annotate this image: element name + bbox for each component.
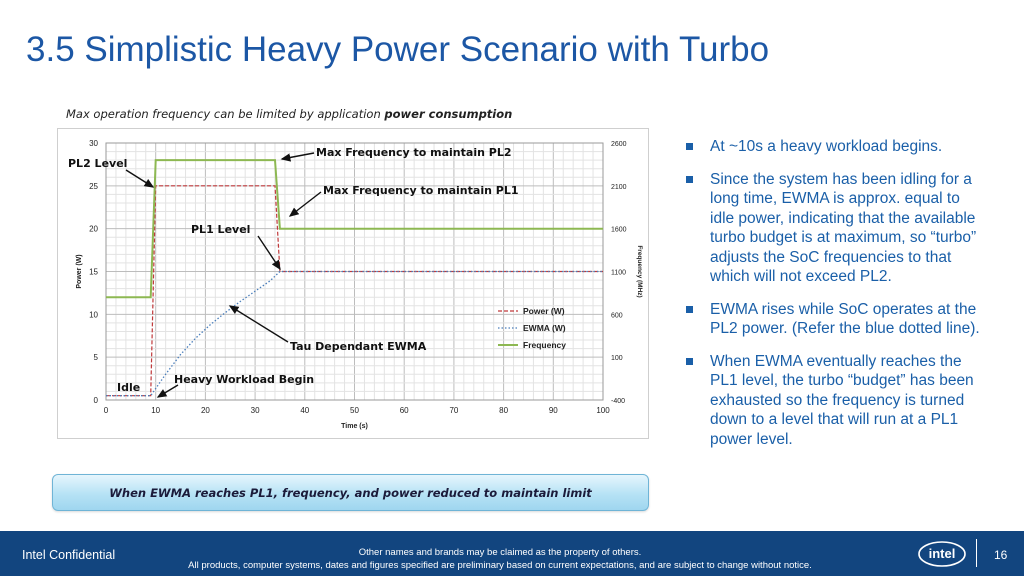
- intel-logo-icon: intel: [918, 541, 966, 567]
- y-tick-label: 20: [89, 225, 98, 234]
- bullet-text: When EWMA eventually reaches the PL1 lev…: [710, 352, 974, 448]
- x-tick-label: 70: [449, 406, 458, 415]
- chart-annotation: PL1 Level: [191, 223, 250, 236]
- series-line-frequency: [106, 159, 603, 299]
- x-tick-label: 20: [201, 406, 210, 415]
- annotation-arrow: [288, 191, 322, 217]
- chart-caption: Max operation frequency can be limited b…: [66, 107, 512, 121]
- y-tick-label: 30: [89, 139, 98, 148]
- bullet-item: EWMA rises while SoC operates at the PL2…: [684, 300, 984, 339]
- footer-disclaimer: Other names and brands may be claimed as…: [160, 546, 840, 572]
- callout-banner: When EWMA reaches PL1, frequency, and po…: [52, 474, 649, 511]
- y-tick-label: 25: [89, 182, 98, 191]
- annotation-arrow: [156, 384, 179, 398]
- legend-label: Frequency: [523, 340, 566, 350]
- disclaimer-line: Other names and brands may be claimed as…: [358, 547, 642, 558]
- y-tick-label: 5: [94, 353, 99, 362]
- chart-annotation: PL2 Level: [68, 157, 127, 170]
- y2-axis-label: Frequency (MHz): [636, 245, 643, 297]
- footer-divider: [976, 539, 977, 567]
- y2-tick-label: 1600: [611, 227, 627, 234]
- bullet-item: When EWMA eventually reaches the PL1 lev…: [684, 352, 984, 450]
- y-axis-label: Power (W): [76, 254, 83, 288]
- bullet-square-icon: [686, 305, 693, 313]
- bullet-item: At ~10s a heavy workload begins.: [684, 137, 984, 157]
- x-tick-label: 100: [596, 406, 610, 415]
- annotation-arrow: [125, 169, 155, 188]
- y2-tick-label: 100: [611, 355, 623, 362]
- x-tick-label: 90: [549, 406, 558, 415]
- footer-bar: Intel Confidential Other names and brand…: [0, 531, 1024, 576]
- chart-annotation: Tau Dependant EWMA: [290, 340, 427, 353]
- chart-annotation: Heavy Workload Begin: [174, 373, 314, 386]
- bullet-text: EWMA rises while SoC operates at the PL2…: [710, 300, 980, 338]
- bullet-square-icon: [686, 175, 693, 183]
- y-tick-label: 10: [89, 310, 98, 319]
- y-tick-label: 15: [89, 268, 98, 277]
- annotation-arrow: [228, 305, 289, 343]
- x-tick-label: 80: [499, 406, 508, 415]
- chart-annotation: Max Frequency to maintain PL2: [316, 146, 511, 159]
- series-line-power-w: [106, 185, 603, 397]
- power-frequency-chart: 0 10 20 30 40 50 60 70 80 90 100051015202530-40010…: [68, 139, 643, 430]
- intel-logo-text: intel: [929, 546, 956, 561]
- x-tick-label: 30: [251, 406, 260, 415]
- disclaimer-line: All products, computer systems, dates an…: [188, 560, 812, 571]
- bullet-list: At ~10s a heavy workload begins. Since t…: [684, 137, 984, 462]
- bullet-text: Since the system has been idling for a l…: [710, 170, 977, 286]
- x-tick-label: 50: [350, 406, 359, 415]
- x-tick-label: 0: [104, 406, 109, 415]
- page-number: 16: [994, 548, 1008, 562]
- x-tick-label: 40: [300, 406, 309, 415]
- chart-container: 0 10 20 30 40 50 60 70 80 90 100 0 5 10 15 20 25 30 -400 10…: [57, 128, 649, 439]
- y2-tick-label: -400: [611, 398, 625, 405]
- x-axis-label: Time (s): [341, 423, 368, 430]
- annotation-arrow: [280, 152, 315, 162]
- bullet-square-icon: [686, 143, 693, 150]
- bullet-square-icon: [686, 357, 693, 365]
- x-tick-label: 60: [400, 406, 409, 415]
- slide-title: 3.5 Simplistic Heavy Power Scenario with…: [26, 30, 770, 69]
- bullet-text: At ~10s a heavy workload begins.: [710, 138, 943, 155]
- annotation-arrow: [257, 235, 281, 271]
- y-tick-label: 0: [94, 396, 99, 405]
- legend-label: EWMA (W): [523, 323, 566, 333]
- bullet-item: Since the system has been idling for a l…: [684, 170, 984, 287]
- confidentiality-label: Intel Confidential: [22, 548, 116, 562]
- y2-tick-label: 2600: [611, 141, 627, 148]
- chart-caption-emphasis: power consumption: [384, 107, 513, 121]
- y2-tick-label: 1100: [611, 270, 626, 277]
- chart-caption-text: Max operation frequency can be limited b…: [66, 107, 385, 121]
- legend-label: Power (W): [523, 306, 565, 316]
- y2-tick-label: 2100: [611, 184, 627, 191]
- chart-annotation: Idle: [117, 381, 140, 394]
- series-line-ewma-w: [106, 270, 603, 397]
- chart-annotation: Max Frequency to maintain PL1: [323, 184, 518, 197]
- y2-tick-label: 600: [611, 312, 623, 319]
- x-tick-label: 10: [151, 406, 160, 415]
